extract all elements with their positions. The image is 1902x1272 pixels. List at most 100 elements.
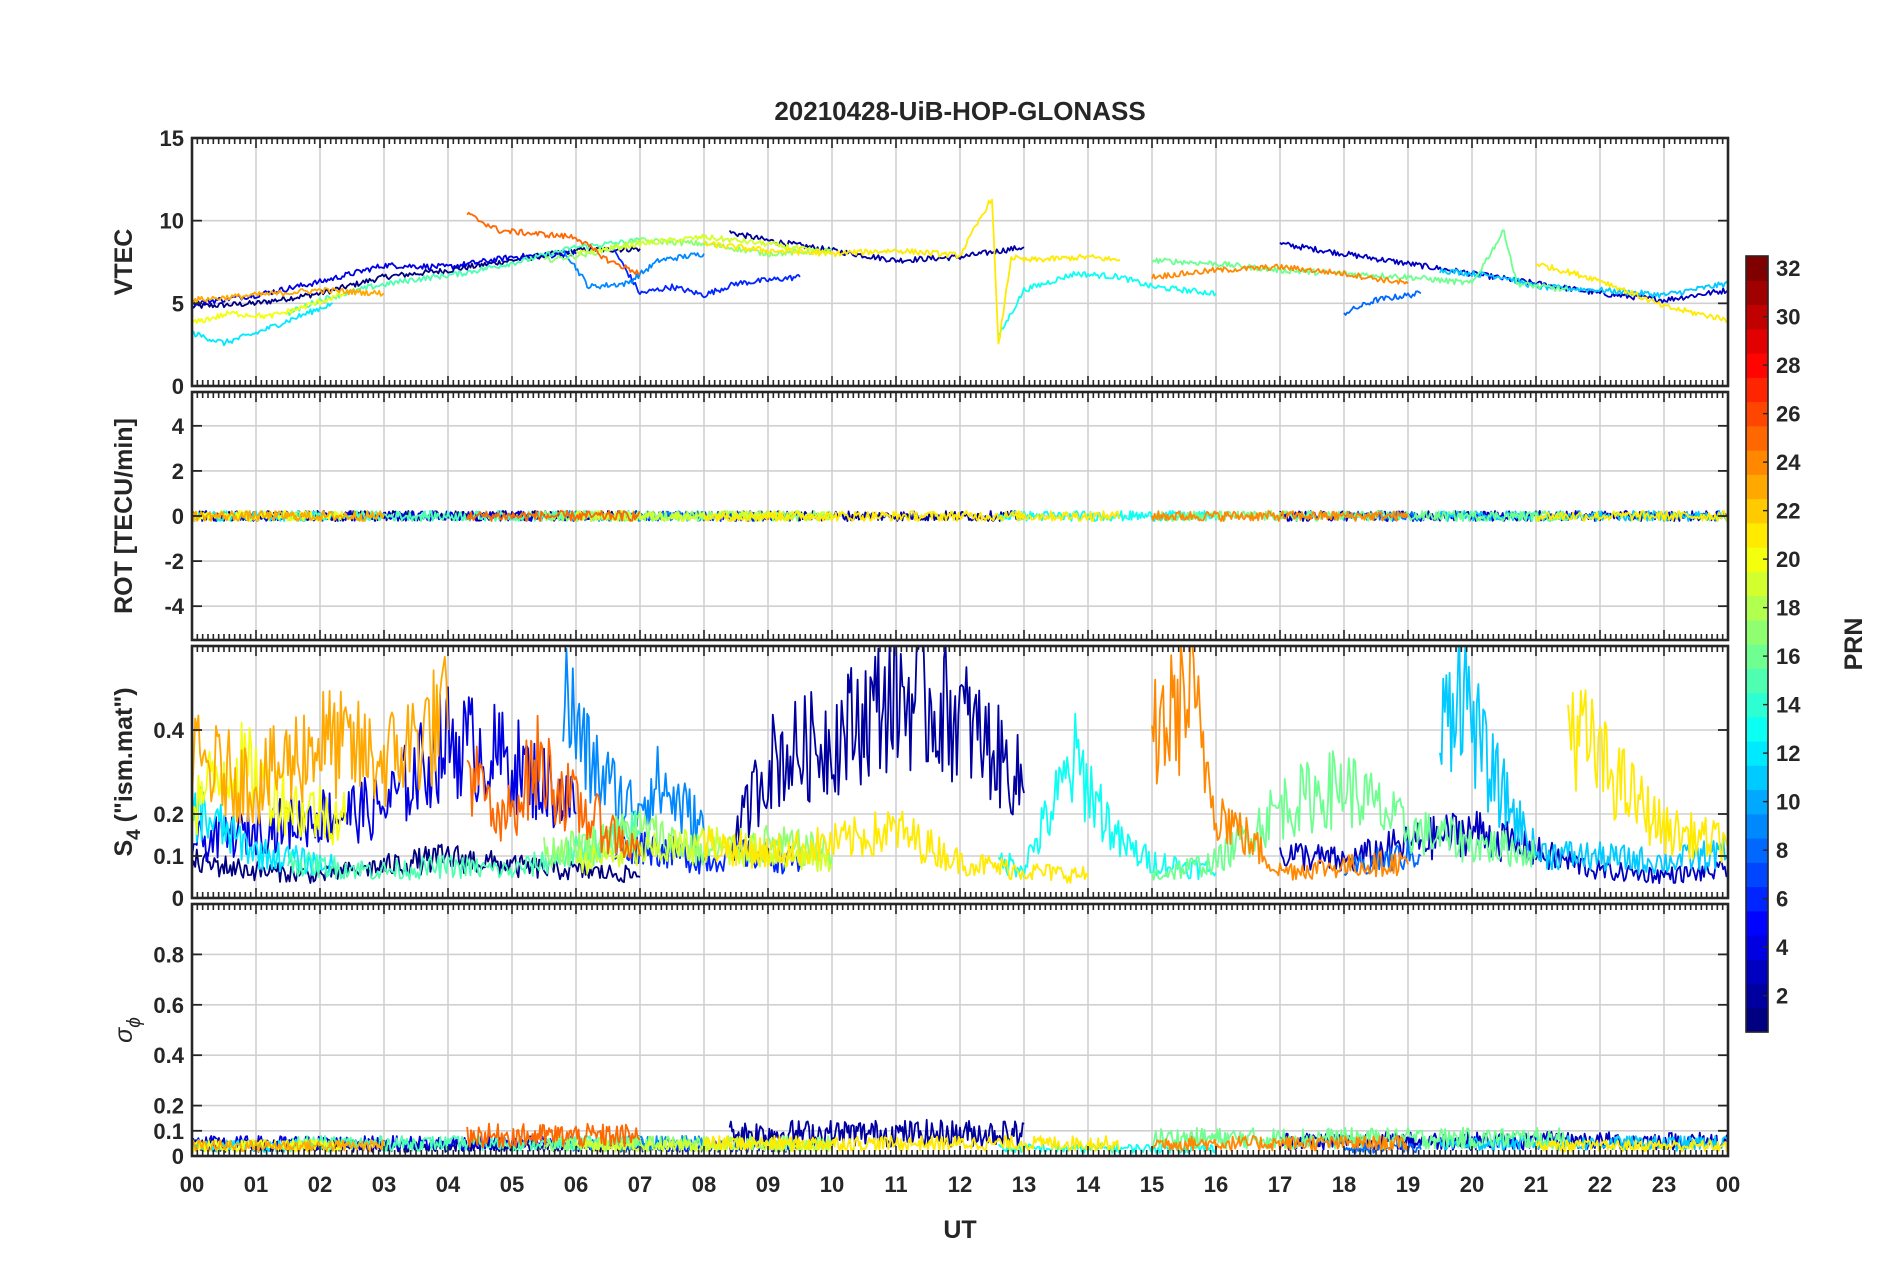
panel-s4-ylabel: S4 ("ism.mat")	[110, 687, 145, 856]
colorbar-segment	[1746, 983, 1768, 1009]
colorbar-segment	[1746, 522, 1768, 548]
panel-sigma_phi-ylabel: σϕ	[110, 1017, 145, 1043]
y-tick-label: 0	[172, 1144, 184, 1169]
series-line-prn-16	[1151, 510, 1569, 522]
series-line-prn-21	[703, 810, 1089, 884]
colorbar-segment	[1746, 353, 1768, 378]
x-axis-label: UT	[943, 1216, 976, 1244]
x-tick-label: 22	[1588, 1172, 1612, 1197]
series-line-prn-9	[562, 248, 705, 290]
series-line-prn-25	[466, 211, 641, 275]
y-tick-label: 0.6	[153, 993, 184, 1018]
colorbar-segment	[1746, 959, 1768, 985]
panel-vtec-series	[192, 198, 1728, 347]
colorbar-segment	[1746, 838, 1768, 863]
series-line-prn-23	[192, 287, 385, 304]
colorbar-segment	[1746, 450, 1768, 475]
colorbar-frame	[1745, 255, 1769, 1033]
series-line-prn-13	[997, 1143, 1217, 1154]
colorbar-segment	[1746, 304, 1768, 330]
y-tick-label: -4	[164, 594, 184, 619]
colorbar-segment	[1746, 741, 1768, 766]
panel-rot-series	[192, 510, 1728, 522]
y-tick-label: -2	[164, 549, 184, 574]
colorbar-segment	[1746, 280, 1768, 306]
colorbar-segment	[1746, 328, 1768, 354]
x-tick-label: 11	[884, 1172, 907, 1197]
series-line-prn-2	[729, 646, 1025, 861]
colorbar-tick-label: 6	[1776, 887, 1788, 912]
series-line-prn-11	[1439, 267, 1728, 299]
colorbar-tick-label: 4	[1776, 935, 1789, 960]
colorbar-segment	[1746, 425, 1768, 451]
colorbar-tick-label: 10	[1776, 790, 1800, 815]
panel-s4-series	[192, 646, 1728, 885]
colorbar-segment	[1746, 571, 1768, 597]
panel-rot-ylabel: ROT [TECU/min]	[110, 418, 138, 614]
x-tick-label: 02	[308, 1172, 332, 1197]
colorbar-segment	[1746, 716, 1768, 742]
x-tick-label: 01	[244, 1172, 268, 1197]
series-line-prn-9	[562, 647, 705, 850]
colorbar-segment	[1746, 1007, 1768, 1033]
x-tick-label: 07	[628, 1172, 652, 1197]
series-line-prn-21	[703, 510, 1121, 522]
y-tick-label: 0.2	[153, 802, 184, 827]
panel-sigma_phi: 00.10.2 0.4 0.6 0.8 σϕ	[110, 902, 1730, 1169]
series-line-prn-16	[1151, 750, 1537, 881]
colorbar-segment	[1746, 474, 1768, 500]
panel-vtec: 0 5 10 15 VTEC	[110, 126, 1730, 399]
colorbar-tick-label: 8	[1776, 838, 1788, 863]
panel-s4: 0 0.1 0.2 0.4 S4 ("ism.mat")	[110, 644, 1730, 911]
series-line-prn-25	[466, 1122, 641, 1149]
colorbar-segment	[1746, 595, 1768, 621]
series-line-prn-11	[1439, 646, 1728, 875]
y-tick-label: 0.1	[153, 1119, 184, 1144]
colorbar-segment	[1746, 401, 1768, 427]
colorbar-segment	[1746, 256, 1768, 281]
colorbar-tick-label: 12	[1776, 741, 1800, 766]
colorbar-label: PRN	[1840, 618, 1868, 671]
colorbar-tick-label: 14	[1776, 693, 1801, 718]
colorbar-segment	[1746, 692, 1768, 718]
colorbar-segment	[1746, 862, 1768, 888]
colorbar-tick-label: 16	[1776, 644, 1800, 669]
y-tick-label: 5	[172, 291, 184, 316]
colorbar-segment	[1746, 886, 1768, 912]
series-line-prn-12	[192, 302, 333, 347]
y-tick-label: 10	[160, 209, 184, 234]
colorbar-segment	[1746, 789, 1768, 815]
colorbar-segment	[1746, 498, 1768, 524]
series-line-prn-3	[1279, 810, 1728, 885]
series-line-prn-21	[1535, 262, 1728, 323]
series-line-prn-19	[575, 510, 833, 522]
series-line-prn-1	[192, 843, 641, 884]
series-line-prn-11	[1439, 1135, 1728, 1152]
colorbar-tick-label: 24	[1776, 450, 1801, 475]
x-tick-label: 13	[1012, 1172, 1036, 1197]
x-tick-label: 09	[756, 1172, 780, 1197]
series-line-prn-23	[192, 1139, 385, 1153]
y-tick-label: 0	[172, 504, 184, 529]
series-line-prn-25	[466, 714, 641, 860]
panel-vtec-ylabel: VTEC	[110, 229, 138, 296]
series-line-prn-4	[192, 686, 577, 862]
y-tick-label: 0.4	[153, 718, 184, 743]
x-tick-label: 23	[1652, 1172, 1676, 1197]
colorbar: 32 30 28 26 24 22 20 18 16 14 12 10 8 6 4 2 PRN	[1745, 255, 1868, 1033]
x-tick-label: 14	[1076, 1172, 1101, 1197]
series-line-prn-6	[613, 249, 801, 299]
series-line-prn-20	[192, 292, 347, 325]
x-tick-label: 06	[564, 1172, 588, 1197]
x-tick-label: 18	[1332, 1172, 1356, 1197]
x-tick-label: 21	[1524, 1172, 1548, 1197]
series-line-prn-21	[703, 198, 1121, 345]
series-line-prn-8	[1343, 290, 1422, 316]
x-tick-label: 20	[1460, 1172, 1484, 1197]
colorbar-tick-label: 18	[1776, 596, 1800, 621]
y-tick-label: 0	[172, 886, 184, 911]
x-tick-label: 04	[436, 1172, 461, 1197]
series-line-prn-24	[1151, 510, 1409, 522]
